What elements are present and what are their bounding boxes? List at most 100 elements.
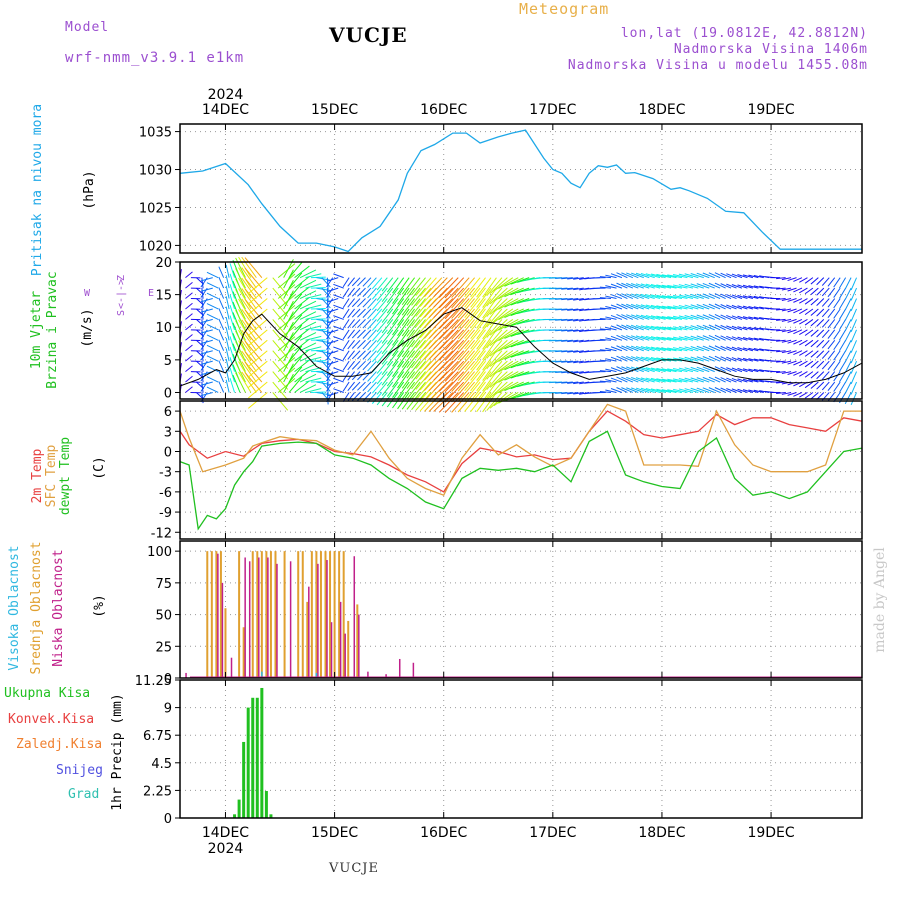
wind-arrow [406, 350, 421, 369]
wind-arrow [561, 339, 573, 342]
wind-arrow [305, 314, 322, 320]
wind-arrow [804, 329, 814, 336]
wind-arrow [821, 319, 830, 328]
wind-arrow [726, 314, 737, 320]
wind-arrow [428, 298, 448, 319]
wind-arrow [510, 277, 530, 285]
wind-arrow [816, 360, 825, 369]
wind-arrow [650, 283, 666, 289]
day-label-bottom: 14DEC [202, 825, 249, 841]
wind-arrow [753, 348, 764, 352]
wind-arrow [661, 378, 677, 383]
wind-arrow [810, 339, 819, 348]
wind-arrow [810, 319, 819, 327]
compass-west: W [84, 288, 91, 299]
wind-arrow [630, 303, 644, 310]
wind-arrow [444, 277, 465, 299]
wind-arrow [283, 363, 294, 383]
wind-arrow [397, 350, 410, 368]
wind-arrow [731, 315, 743, 320]
ytick-label-temperature: 0 [164, 445, 172, 460]
wind-arrow [510, 318, 530, 327]
wind-arrow [244, 361, 263, 383]
wind-arrow [567, 350, 579, 353]
wind-arrow [342, 329, 350, 340]
wind-arrow [333, 294, 344, 300]
wind-arrow [392, 381, 405, 398]
wind-arrow [656, 378, 672, 383]
wind-arrow [357, 298, 366, 308]
wind-arrow [804, 381, 814, 389]
wind-arrow [621, 355, 634, 362]
wind-arrow [464, 339, 481, 360]
year-label-top: 2024 [208, 87, 244, 103]
wind-arrow [850, 298, 858, 312]
wind-arrow [294, 307, 310, 320]
ytick-label-clouds: 50 [155, 609, 172, 624]
wind-arrow [498, 360, 519, 373]
wind-arrow [225, 285, 230, 299]
wind-arrow [555, 298, 568, 300]
wind-arrow [200, 381, 213, 386]
wind-arrow [726, 335, 737, 341]
wind-arrow [684, 315, 699, 320]
wind-arrow [821, 287, 830, 297]
wind-arrow [833, 287, 841, 298]
wind-arrow [708, 314, 721, 320]
wind-arrow [690, 335, 704, 341]
wind-arrow [605, 379, 617, 383]
wind-arrow [787, 308, 797, 313]
wind-arrow [616, 376, 628, 383]
wind-arrow [816, 371, 825, 380]
wind-arrow [444, 308, 465, 330]
wind-arrow [362, 319, 372, 329]
wind-arrow [672, 315, 688, 320]
wind-arrow [626, 293, 639, 299]
wind-arrow [294, 286, 310, 299]
wind-arrow [326, 287, 334, 298]
wind-arrow [476, 350, 492, 371]
wind-arrow [305, 388, 322, 393]
wind-arrow [714, 366, 726, 373]
wind-arrow [401, 329, 416, 347]
wind-arrow [621, 376, 634, 383]
wind-arrow [444, 329, 465, 351]
wind-arrow [621, 303, 634, 310]
wind-arrow [656, 273, 672, 279]
wind-arrow [277, 304, 296, 320]
wind-arrow [486, 277, 503, 297]
wind-arrow [656, 326, 672, 331]
wind-arrow [310, 297, 326, 300]
wind-arrow [244, 278, 263, 299]
wind-arrow [333, 356, 344, 362]
wind-arrow [731, 304, 743, 310]
wind-arrow [645, 377, 661, 383]
wind-arrow [708, 272, 721, 279]
wind-arrow [218, 276, 225, 289]
wind-arrow [206, 282, 219, 289]
wind-arrow [476, 308, 492, 329]
wind-arrow [444, 350, 465, 372]
wind-arrow [827, 308, 836, 318]
wind-arrow [371, 319, 383, 331]
wind-arrow [294, 296, 310, 310]
wind-arrow [678, 273, 693, 279]
wind-arrow [599, 297, 612, 300]
wind-arrow [464, 360, 481, 381]
wind-arrow [839, 340, 847, 351]
wind-arrow [392, 371, 405, 388]
mid-cloud-bar [315, 551, 318, 678]
wind-arrow [283, 311, 294, 331]
wind-arrow [850, 277, 858, 291]
ytick-label-clouds: 100 [147, 545, 172, 560]
wind-arrow [737, 315, 748, 320]
wind-arrow [690, 356, 704, 362]
wind-arrow [567, 360, 579, 364]
wind-arrow [504, 371, 524, 381]
wind-arrow [498, 371, 519, 383]
wind-arrow [342, 287, 350, 298]
wind-arrow [567, 277, 579, 280]
wind-arrow [684, 304, 699, 310]
wind-arrow [244, 257, 263, 278]
panel-frame-pressure [179, 123, 863, 254]
